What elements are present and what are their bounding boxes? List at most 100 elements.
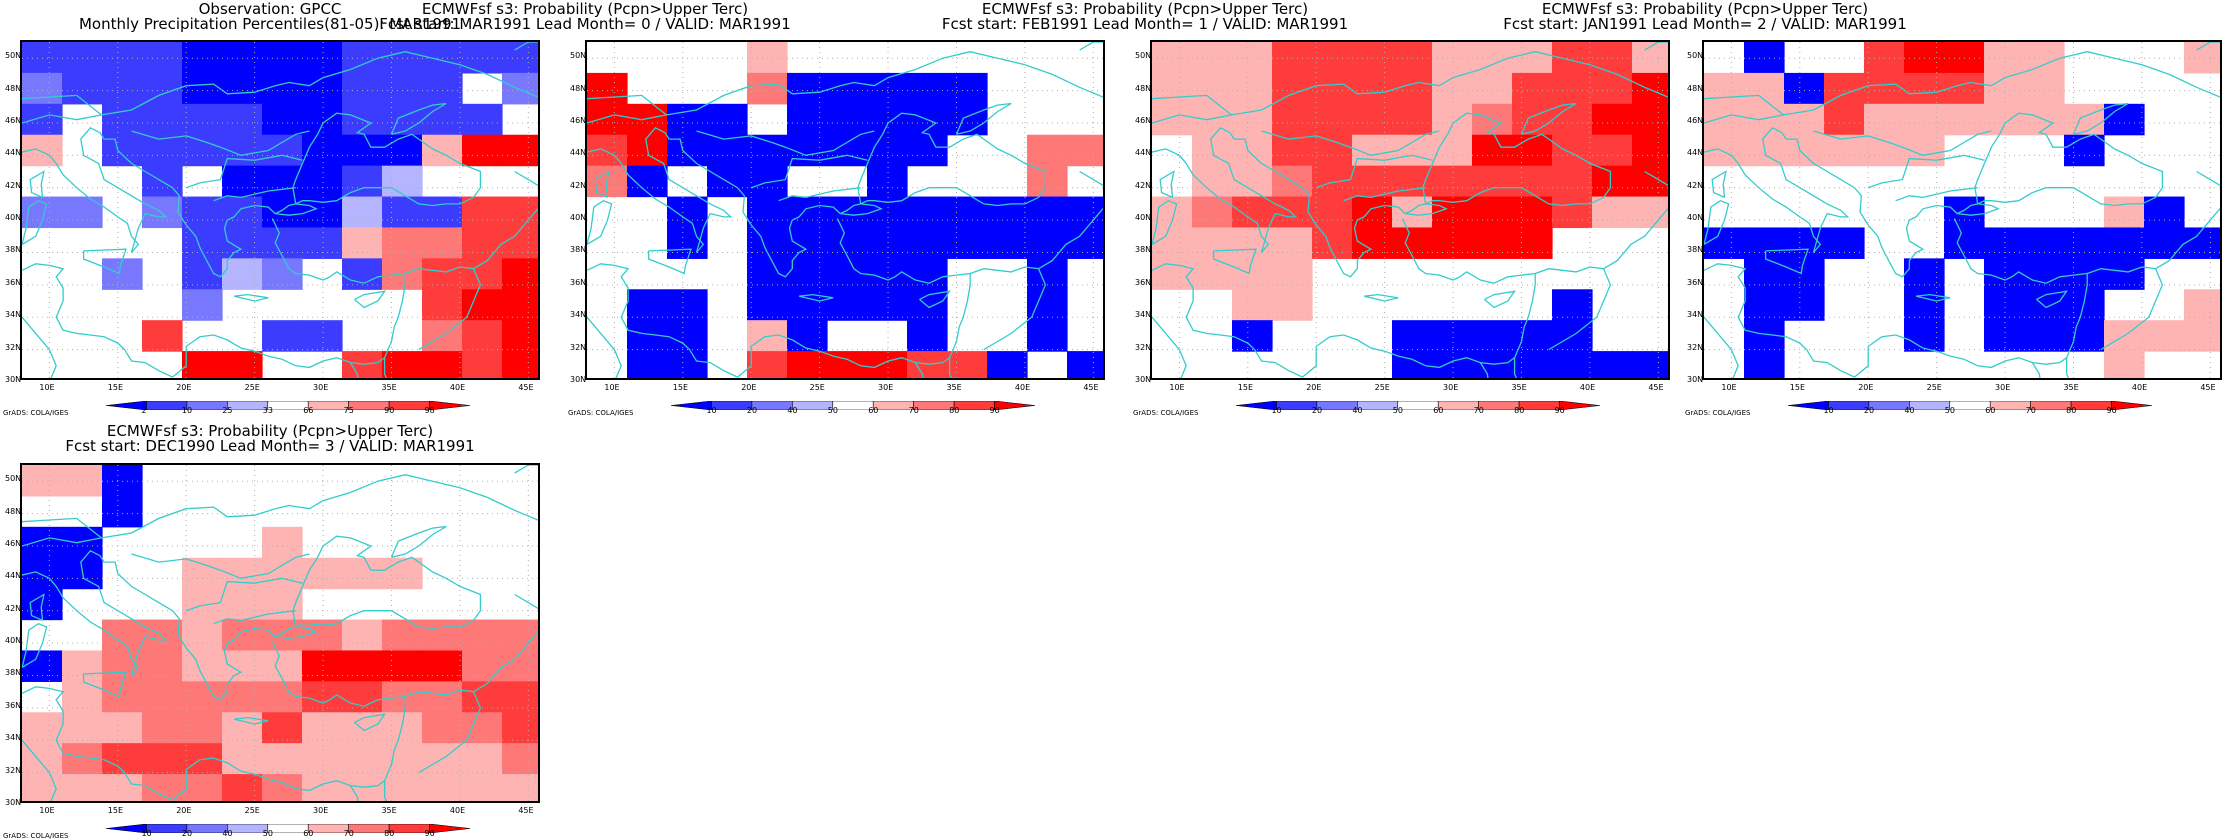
colorbar-swatch xyxy=(1276,400,1318,411)
grid-cell xyxy=(62,774,103,801)
coastline xyxy=(1974,112,2164,207)
grid-cell xyxy=(1512,72,1553,105)
lon-tick-label: 20E xyxy=(741,383,757,392)
colorbar-swatch xyxy=(1868,400,1910,411)
grid-cell xyxy=(382,134,423,167)
coastline xyxy=(2072,102,2129,135)
colorbar-swatch xyxy=(2070,400,2112,411)
grid-cell xyxy=(182,196,223,229)
coastline xyxy=(185,577,303,612)
colorbar xyxy=(1235,395,1601,411)
coastline xyxy=(1479,357,1518,378)
colorbar-swatch xyxy=(105,823,147,834)
colorbar-label: 90 xyxy=(384,406,395,415)
grid-cell xyxy=(2104,351,2145,378)
coastline xyxy=(1484,290,1517,309)
grid-cell xyxy=(1152,227,1193,259)
grid-cell xyxy=(1392,320,1433,352)
grid-cell xyxy=(22,712,63,744)
grid-cell xyxy=(1232,72,1273,105)
grid-cell xyxy=(1432,351,1473,378)
grid-cell xyxy=(667,351,708,378)
grid-cell xyxy=(1984,320,2025,352)
lat-tick-label: 44N xyxy=(1135,148,1152,158)
grid-cell xyxy=(1704,72,1745,105)
colorbar-label: 20 xyxy=(1311,406,1323,415)
grid-cell xyxy=(262,650,303,682)
grid-cell xyxy=(1784,72,1825,105)
grid-cell xyxy=(422,103,463,136)
panel-title-line2: Monthly Precipitation Percentiles(81-05)… xyxy=(78,15,462,33)
panel-title-line1: Observation: GPCC xyxy=(198,0,342,18)
coastline xyxy=(1704,218,2088,378)
grid-cell xyxy=(502,774,538,801)
coastline xyxy=(514,42,538,51)
grid-cell xyxy=(2064,134,2105,167)
grid-cell xyxy=(907,289,948,321)
grid-cell xyxy=(342,774,383,801)
grid-cell xyxy=(1864,72,1905,105)
grid-cell xyxy=(222,196,263,229)
grid-cell xyxy=(262,196,303,229)
grid-cell xyxy=(502,743,538,775)
grid-cell xyxy=(1592,165,1633,198)
grid-cell xyxy=(1392,196,1433,229)
lat-tick-label: 34N xyxy=(1135,310,1152,320)
grid-cell xyxy=(422,774,463,801)
map-svg xyxy=(22,42,538,378)
grid-cell xyxy=(1027,227,1068,259)
colorbar-swatch xyxy=(1989,400,2031,411)
grid-cell xyxy=(502,289,538,321)
grid-cell xyxy=(462,196,503,229)
grid-cell xyxy=(182,134,223,167)
grid-cell xyxy=(222,774,263,801)
grid-cell xyxy=(1352,227,1393,259)
lon-tick-label: 25E xyxy=(244,806,260,815)
coastline xyxy=(1764,248,1809,275)
grid-cell xyxy=(222,619,263,652)
grid-cell xyxy=(747,351,788,378)
grid-cell xyxy=(422,196,463,229)
grid-cell xyxy=(222,103,263,136)
colorbar-swatch xyxy=(670,400,712,411)
coastline xyxy=(29,593,45,621)
coastline xyxy=(22,549,276,701)
grid-cell xyxy=(1784,134,1825,167)
colorbar-label: 80 xyxy=(2066,406,2077,415)
grid-cell xyxy=(947,196,988,229)
coastline xyxy=(274,203,318,216)
grads-credit: GrADS: COLA/IGES xyxy=(3,409,69,417)
grid-cell xyxy=(2104,196,2145,229)
coastline xyxy=(1152,94,1233,124)
lat-tick-label: 32N xyxy=(1135,342,1152,352)
coastline xyxy=(1231,51,1668,116)
panel-title-line1: ECMWFsf s3: Probability (Pcpn>Upper Terc… xyxy=(1541,0,1869,18)
map-svg xyxy=(1152,42,1668,378)
grads-credit: GrADS: COLA/IGES xyxy=(3,832,69,840)
lat-tick-label: 38N xyxy=(570,245,587,255)
colorbar xyxy=(1787,395,2153,411)
coastline xyxy=(292,112,482,207)
coastline xyxy=(418,268,482,351)
lat-tick-label: 40N xyxy=(5,213,22,223)
colorbar-label: 50 xyxy=(1392,406,1403,415)
coastline xyxy=(1212,248,1257,275)
grid-cell xyxy=(182,103,223,136)
colorbar-swatch xyxy=(186,823,228,834)
grid-cell xyxy=(747,196,788,229)
lon-tick-label: 25E xyxy=(1374,383,1390,392)
grid-cell xyxy=(302,134,343,167)
coastline xyxy=(1152,316,1187,378)
coastline xyxy=(418,691,482,774)
lon-tick-label: 45E xyxy=(2200,383,2216,392)
grid-cell xyxy=(262,743,303,775)
grid-cell xyxy=(1784,103,1825,136)
map-frame xyxy=(1702,40,2222,380)
lon-tick-label: 45E xyxy=(1648,383,1664,392)
grid-cell xyxy=(262,619,303,652)
grid-cell xyxy=(2024,289,2065,321)
grid-cell xyxy=(1312,103,1353,136)
colorbar-label: 80 xyxy=(949,406,960,415)
grid-cell xyxy=(462,134,503,167)
grid-cell xyxy=(182,72,223,105)
